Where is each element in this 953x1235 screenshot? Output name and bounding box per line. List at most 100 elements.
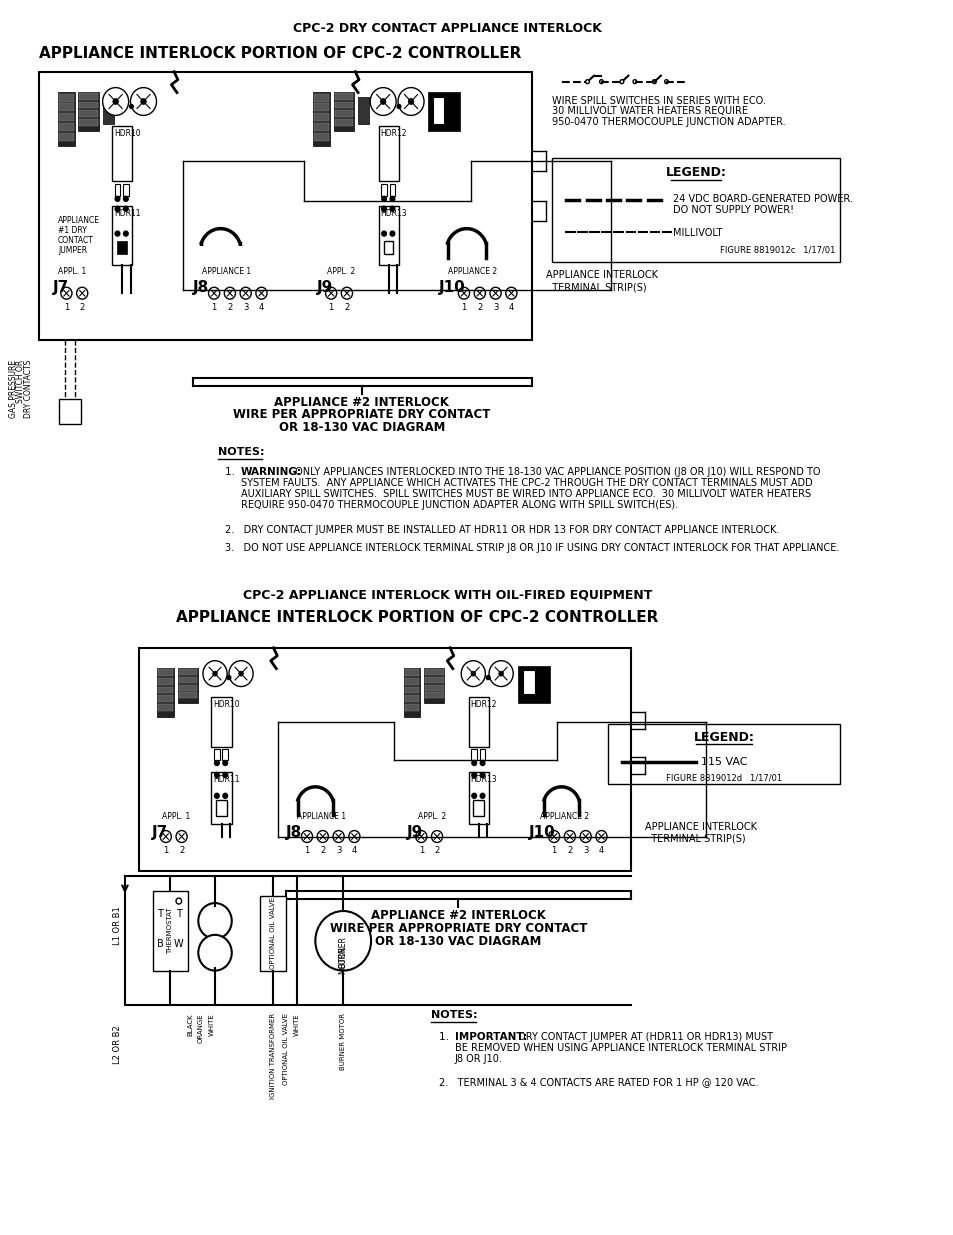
Circle shape [115, 196, 120, 201]
Text: HDR13: HDR13 [380, 209, 407, 217]
Text: HDR13: HDR13 [470, 774, 497, 784]
Circle shape [214, 761, 219, 766]
Circle shape [380, 99, 386, 105]
Circle shape [123, 196, 128, 201]
Circle shape [479, 772, 484, 777]
Bar [471, 750, 476, 760]
Bar [468, 772, 489, 824]
Bar [114, 184, 120, 196]
Circle shape [61, 288, 71, 299]
Text: 1: 1 [212, 303, 216, 312]
Circle shape [198, 903, 232, 939]
Text: 1.: 1. [225, 467, 241, 477]
Text: J10: J10 [438, 280, 465, 295]
Text: WIRE PER APPROPRIATE DRY CONTACT: WIRE PER APPROPRIATE DRY CONTACT [233, 409, 490, 421]
Text: IGNITION TRANSFORMER: IGNITION TRANSFORMER [270, 1013, 275, 1099]
Text: SWITCH OR: SWITCH OR [16, 359, 26, 403]
Text: J7: J7 [52, 280, 69, 295]
Text: BURNER MOTOR: BURNER MOTOR [340, 1013, 346, 1071]
Text: 4: 4 [508, 303, 514, 312]
Bar [112, 126, 132, 182]
Text: 1.: 1. [438, 1032, 455, 1042]
Circle shape [229, 661, 253, 687]
Text: 2: 2 [320, 846, 325, 856]
Circle shape [255, 288, 267, 299]
Circle shape [115, 231, 120, 236]
Circle shape [203, 661, 227, 687]
Circle shape [227, 676, 231, 679]
Text: 1: 1 [418, 846, 423, 856]
Text: APPLIANCE: APPLIANCE [58, 216, 100, 225]
Bar [78, 91, 99, 131]
Text: LEGEND:: LEGEND: [665, 165, 726, 179]
Text: 1: 1 [304, 846, 310, 856]
Text: IMPORTANT:: IMPORTANT: [455, 1032, 526, 1042]
Text: APPL. 1: APPL. 1 [162, 811, 191, 821]
Circle shape [381, 196, 386, 201]
Text: DRY CONTACT JUMPER AT (HDR11 OR HDR13) MUST: DRY CONTACT JUMPER AT (HDR11 OR HDR13) M… [515, 1032, 772, 1042]
Circle shape [223, 793, 228, 798]
Text: W: W [173, 939, 183, 948]
Bar [517, 666, 550, 704]
Text: 2: 2 [567, 846, 572, 856]
Text: OPTIONAL OIL VALVE: OPTIONAL OIL VALVE [282, 1013, 289, 1086]
Bar [112, 206, 132, 266]
Bar [404, 668, 419, 676]
Text: APPLIANCE #2 INTERLOCK: APPLIANCE #2 INTERLOCK [274, 395, 449, 409]
Bar [424, 684, 443, 690]
Text: 1: 1 [64, 303, 69, 312]
Bar [157, 668, 174, 718]
Circle shape [498, 671, 503, 676]
Circle shape [479, 793, 484, 798]
Text: 3.   DO NOT USE APPLIANCE INTERLOCK TERMINAL STRIP J8 OR J10 IF USING DRY CONTAC: 3. DO NOT USE APPLIANCE INTERLOCK TERMIN… [225, 542, 839, 552]
Bar [384, 241, 393, 254]
Text: TERMINAL STRIP(S): TERMINAL STRIP(S) [644, 834, 745, 844]
Text: ONLY APPLIANCES INTERLOCKED INTO THE 18-130 VAC APPLIANCE POSITION (J8 OR J10) W: ONLY APPLIANCES INTERLOCKED INTO THE 18-… [292, 467, 820, 477]
Circle shape [333, 831, 344, 842]
Circle shape [390, 196, 395, 201]
Bar [178, 684, 197, 690]
Bar [473, 800, 484, 815]
Bar [335, 93, 353, 100]
Text: 2: 2 [476, 303, 482, 312]
Circle shape [460, 661, 485, 687]
Circle shape [408, 99, 414, 105]
Text: OPTIONAL OIL VALVE: OPTIONAL OIL VALVE [270, 897, 275, 969]
Bar [178, 677, 197, 683]
Bar [59, 114, 73, 121]
Circle shape [564, 831, 575, 842]
Text: WIRE PER APPROPRIATE DRY CONTACT: WIRE PER APPROPRIATE DRY CONTACT [330, 923, 586, 935]
Text: FIGURE 8819012d   1/17/01: FIGURE 8819012d 1/17/01 [665, 774, 781, 783]
Bar [59, 399, 81, 425]
Text: HDR12: HDR12 [380, 130, 406, 138]
Text: 4: 4 [258, 303, 264, 312]
Text: 2: 2 [179, 846, 184, 856]
Circle shape [479, 761, 484, 766]
Text: T: T [157, 909, 163, 919]
Circle shape [579, 831, 591, 842]
Bar [433, 96, 444, 125]
Text: 1: 1 [163, 846, 169, 856]
Bar [212, 772, 232, 824]
Circle shape [315, 911, 371, 971]
Text: HDR10: HDR10 [113, 130, 140, 138]
Bar [334, 91, 354, 131]
Text: APPL. 2: APPL. 2 [417, 811, 445, 821]
Circle shape [349, 831, 359, 842]
Circle shape [381, 206, 386, 211]
Bar [59, 124, 73, 131]
Bar [158, 668, 173, 676]
Circle shape [223, 772, 228, 777]
Circle shape [486, 676, 490, 679]
Circle shape [490, 288, 500, 299]
Bar [335, 101, 353, 109]
Circle shape [301, 831, 313, 842]
Bar [314, 94, 329, 101]
Text: TERMINAL STRIP(S): TERMINAL STRIP(S) [545, 283, 646, 293]
Bar [117, 241, 127, 254]
Bar [212, 698, 232, 747]
Bar [314, 124, 329, 131]
Circle shape [213, 671, 217, 676]
Circle shape [176, 898, 181, 904]
Circle shape [214, 772, 219, 777]
